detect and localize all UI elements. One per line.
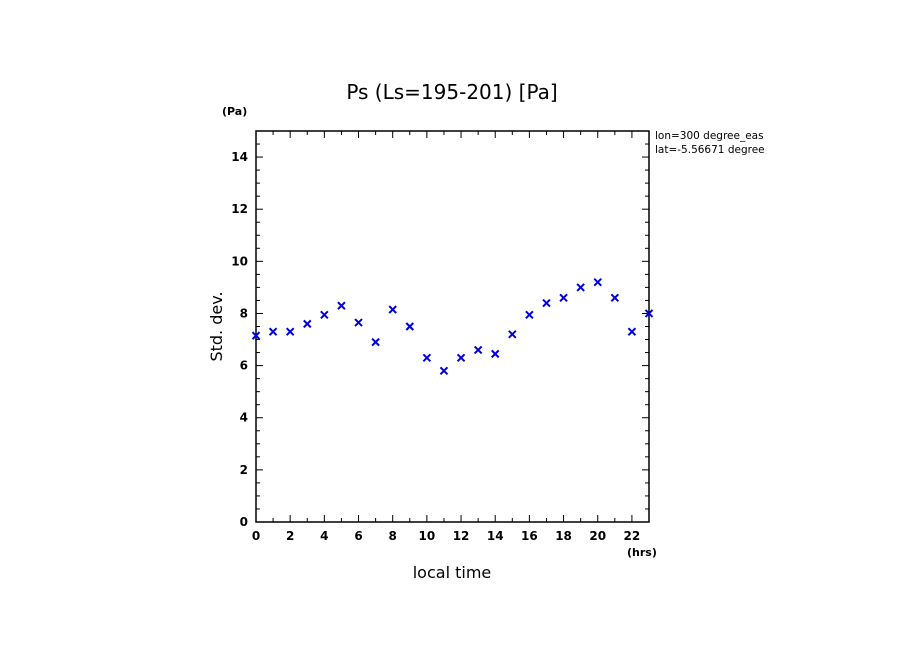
data-point (354, 318, 363, 327)
y-axis-unit: (Pa) (222, 105, 247, 118)
y-tick-label: 2 (240, 463, 248, 477)
data-point (388, 305, 397, 314)
y-tick-label: 8 (240, 306, 248, 320)
data-point (439, 366, 449, 376)
x-tick-label: 16 (521, 529, 538, 543)
data-point (508, 330, 517, 339)
y-axis-label: Std. dev. (207, 291, 226, 361)
data-point (559, 293, 568, 303)
data-point (405, 322, 414, 331)
x-tick-label: 2 (286, 529, 294, 543)
data-point (337, 301, 346, 310)
x-tick-label: 20 (589, 529, 606, 543)
chart-title: Ps (Ls=195-201) [Pa] (346, 80, 557, 104)
x-tick-label: 22 (624, 529, 641, 543)
data-point (456, 353, 466, 362)
data-point (627, 327, 637, 336)
data-point (285, 327, 295, 336)
data-point (576, 283, 585, 292)
data-point (610, 293, 620, 303)
tick-labels: 0 2 4 6 8 10 12 14 16 18 20 22 0 2 4 6 8 10 12 14 (231, 150, 640, 543)
plot-frame (255, 130, 650, 523)
x-tick-label: 6 (354, 529, 362, 543)
x-tick-label: 0 (252, 529, 260, 543)
x-tick-label: 8 (389, 529, 397, 543)
data-point (251, 331, 261, 340)
data-point (473, 345, 483, 355)
x-tick-label: 14 (487, 529, 504, 543)
y-tick-label: 4 (240, 411, 248, 425)
x-tick-label: 18 (555, 529, 572, 543)
data-point (644, 309, 654, 318)
data-points (251, 277, 654, 376)
y-tick-label: 10 (231, 254, 248, 268)
x-tick-label: 4 (320, 529, 328, 543)
data-point (491, 349, 500, 359)
x-tick-label: 12 (453, 529, 470, 543)
data-point (268, 327, 278, 336)
data-point (371, 337, 380, 347)
data-point (303, 319, 312, 329)
annotation-lon: lon=300 degree_eas (655, 130, 764, 142)
y-tick-label: 0 (240, 515, 248, 529)
data-point (320, 310, 329, 319)
y-tick-label: 12 (231, 202, 248, 216)
annotation-lat: lat=-5.56671 degree (655, 144, 765, 156)
data-point (525, 310, 534, 319)
x-tick-label: 10 (419, 529, 436, 543)
axis-ticks (255, 130, 650, 523)
data-point (542, 298, 551, 308)
y-tick-label: 6 (240, 359, 248, 373)
y-tick-label: 14 (231, 150, 248, 164)
data-point (593, 277, 602, 287)
x-axis-label: local time (413, 563, 492, 582)
x-axis-unit: (hrs) (627, 546, 657, 559)
data-point (422, 353, 432, 362)
